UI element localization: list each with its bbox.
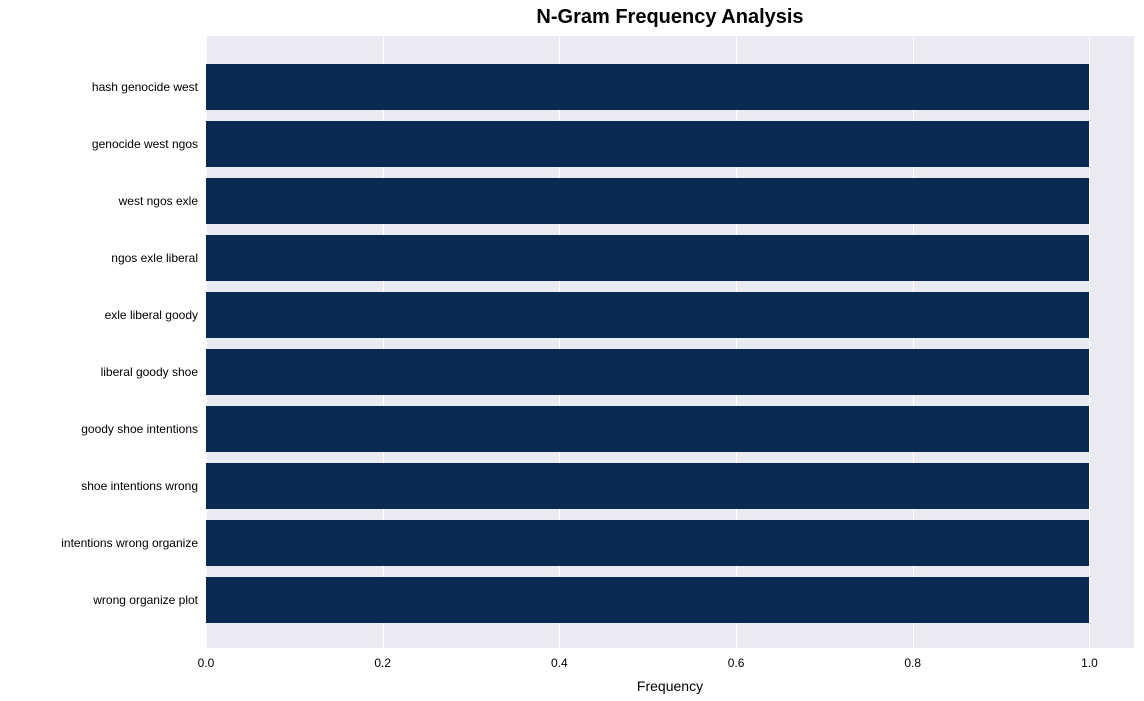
bar	[206, 292, 1089, 338]
gridline	[1089, 36, 1090, 648]
y-tick-label: hash genocide west	[0, 80, 198, 94]
y-tick-label: intentions wrong organize	[0, 536, 198, 550]
ngram-frequency-chart: N-Gram Frequency Analysis Frequency 0.0 0…	[0, 0, 1144, 701]
x-tick-label: 1.0	[1081, 656, 1098, 670]
bar	[206, 178, 1089, 224]
y-tick-label: ngos exle liberal	[0, 251, 198, 265]
x-tick-label: 0.8	[904, 656, 921, 670]
y-tick-label: shoe intentions wrong	[0, 479, 198, 493]
bar	[206, 235, 1089, 281]
bar	[206, 64, 1089, 110]
x-tick-label: 0.0	[198, 656, 215, 670]
bar	[206, 577, 1089, 623]
y-tick-label: goody shoe intentions	[0, 422, 198, 436]
bar	[206, 463, 1089, 509]
y-tick-label: exle liberal goody	[0, 308, 198, 322]
bar	[206, 520, 1089, 566]
y-tick-label: wrong organize plot	[0, 593, 198, 607]
y-tick-label: west ngos exle	[0, 194, 198, 208]
y-tick-label: liberal goody shoe	[0, 365, 198, 379]
y-tick-label: genocide west ngos	[0, 137, 198, 151]
chart-title: N-Gram Frequency Analysis	[206, 6, 1134, 29]
x-tick-label: 0.2	[374, 656, 391, 670]
x-axis-title: Frequency	[206, 678, 1134, 694]
bar	[206, 349, 1089, 395]
x-tick-label: 0.4	[551, 656, 568, 670]
bar	[206, 121, 1089, 167]
bar	[206, 406, 1089, 452]
plot-area	[206, 36, 1134, 648]
x-tick-label: 0.6	[728, 656, 745, 670]
